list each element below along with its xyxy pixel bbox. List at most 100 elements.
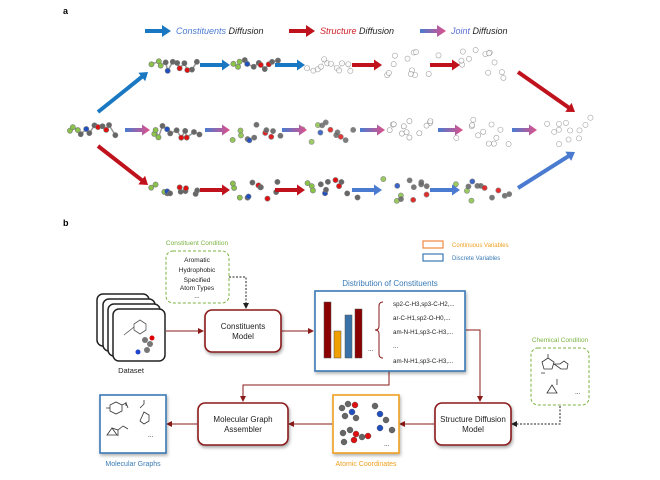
joint-diffusion-arrow (205, 124, 230, 136)
dataset-stack (96, 293, 166, 362)
legend-constituents: Constituents Diffusion (145, 25, 264, 37)
atom (148, 184, 155, 191)
legend-a: Constituents Diffusion Structure Diffusi… (145, 25, 508, 37)
atom (475, 132, 482, 139)
atom (345, 61, 352, 68)
atom (425, 71, 432, 77)
atom (458, 57, 465, 64)
joint-diffusion-arrow (125, 124, 150, 136)
atom (466, 55, 472, 62)
bar (333, 330, 342, 359)
molecular-graph-sketch-icon (106, 400, 150, 436)
atom (358, 433, 366, 441)
atom (274, 179, 281, 185)
atom (587, 114, 594, 121)
structure-diffusion-arrow (516, 70, 575, 112)
diffusion-step-arrow (275, 59, 305, 71)
legend-highlight: Constituents (176, 26, 227, 36)
atom (465, 183, 472, 190)
bar (323, 301, 332, 359)
atom (497, 126, 504, 133)
discrete-swatch (422, 253, 444, 262)
atom (176, 184, 183, 191)
atom (246, 137, 253, 144)
atom (341, 412, 349, 420)
condition-item: ... (194, 293, 200, 300)
svg-text:Constituents Diffusion: Constituents Diffusion (176, 26, 264, 36)
box-label: Molecular Graph (213, 415, 272, 424)
atom (346, 426, 354, 434)
legend-highlight: Joint (450, 26, 471, 36)
atom (183, 185, 189, 192)
atom (576, 135, 582, 142)
atom (472, 47, 479, 53)
joint-diffusion-arrow (438, 124, 463, 136)
atom (249, 179, 256, 186)
legend-highlight: Structure (320, 26, 357, 36)
atom (99, 123, 106, 130)
distribution-item: am-N-H1,sp3-C-H3,... (393, 358, 453, 365)
atom (403, 129, 410, 136)
atom (157, 62, 164, 69)
atom (182, 128, 189, 134)
atom (491, 140, 497, 147)
connectors (166, 276, 561, 427)
atom (229, 180, 236, 187)
atom (416, 130, 423, 137)
atom (340, 438, 348, 446)
constituent-condition-box (165, 250, 230, 304)
atom (582, 121, 589, 128)
atom (350, 436, 358, 444)
atom (350, 127, 357, 133)
structure-diffusion-arrow (96, 144, 148, 185)
atom (310, 187, 316, 194)
atom (152, 127, 159, 133)
atom (250, 63, 257, 70)
dataset-label: Dataset (118, 366, 145, 375)
atom (469, 178, 476, 185)
atom (304, 180, 311, 187)
atom (406, 118, 413, 125)
atom (480, 128, 487, 135)
atom (336, 183, 342, 190)
atom (174, 60, 181, 66)
bar (354, 308, 363, 359)
constituents-model-box: Constituents Model (204, 309, 282, 353)
atom (106, 122, 112, 128)
atom (380, 176, 387, 182)
molecular-graphs-box (99, 394, 167, 454)
atom (251, 134, 258, 141)
atom (418, 181, 425, 188)
svg-text:Structure Diffusion: Structure Diffusion (320, 26, 394, 36)
atom (167, 130, 174, 137)
distribution-title: Distribution of Constituents (342, 279, 438, 288)
atom (181, 60, 188, 67)
atom (83, 126, 90, 132)
diffusion-step-arrow (200, 59, 230, 71)
distribution-item: am-N-H1,sp3-C-H3,... (393, 329, 453, 336)
atom (257, 184, 264, 191)
atom (230, 60, 237, 67)
joint-diffusion-arrow (360, 124, 385, 136)
atom (339, 429, 347, 437)
discrete-label: Discrete Variables (452, 256, 500, 262)
legend-joint: Joint Diffusion (420, 25, 508, 37)
legend-rest: Diffusion (470, 26, 508, 36)
atom (322, 119, 329, 126)
atom (339, 60, 345, 67)
atom (336, 67, 342, 74)
joint-diffusion-arrow (282, 124, 307, 136)
box-label: Model (232, 332, 254, 341)
atom (321, 56, 328, 63)
atom (317, 181, 324, 188)
atom (392, 52, 398, 59)
atom (257, 62, 264, 68)
box-label: Constituents (221, 322, 265, 331)
chemical-ellipsis: ... (575, 389, 581, 396)
atom (338, 404, 346, 412)
constituents-diffusion-arrow (516, 151, 575, 190)
atom (551, 128, 558, 135)
bar (344, 314, 353, 359)
atom (394, 182, 401, 189)
